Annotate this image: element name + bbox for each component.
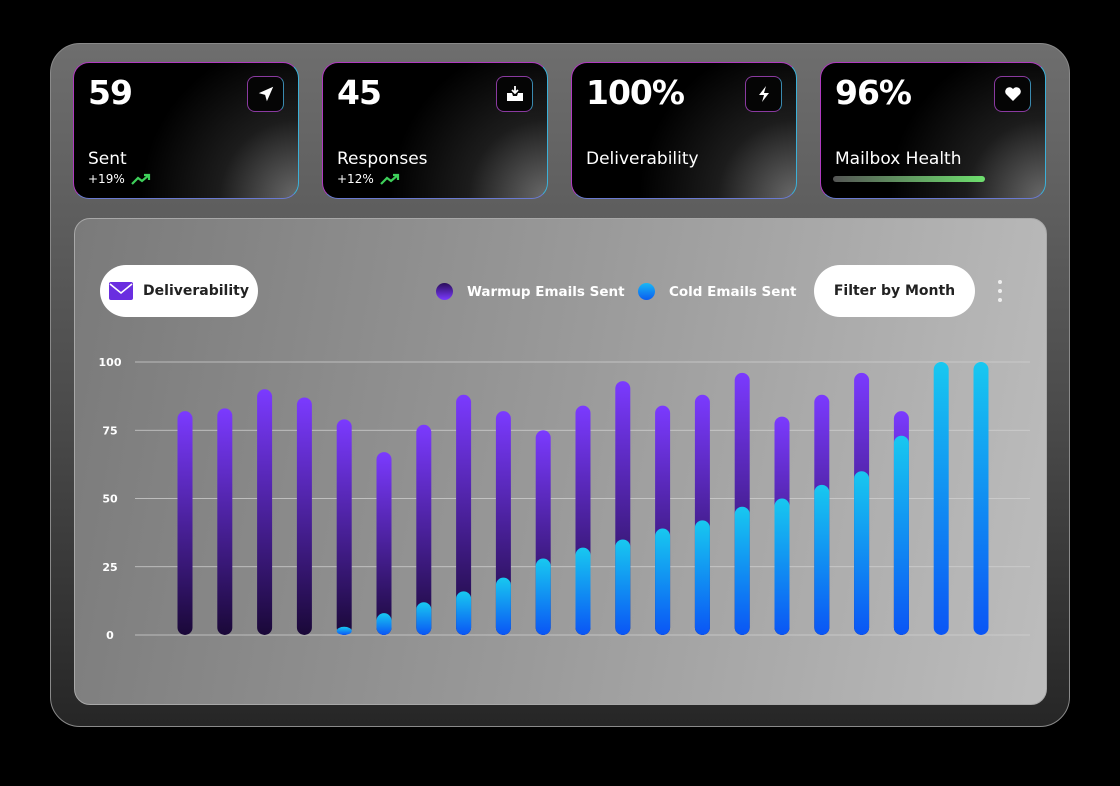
legend-cold-label: Cold Emails Sent	[669, 283, 797, 300]
bar-cold[interactable]	[854, 471, 870, 635]
more-options-icon[interactable]	[998, 280, 1002, 302]
responses-change: +12%	[337, 172, 374, 186]
y-tick-label: 0	[106, 629, 114, 642]
y-tick-label: 50	[102, 493, 118, 506]
mailbox-health-bar	[833, 176, 985, 182]
legend-cold: Cold Emails Sent	[638, 283, 797, 300]
bar-cold[interactable]	[376, 613, 392, 635]
bar-cold[interactable]	[336, 626, 352, 635]
bar-warmup[interactable]	[296, 397, 312, 635]
deliverability-card: 100% Deliverability	[571, 62, 797, 199]
bar-cold[interactable]	[814, 484, 830, 635]
bar-warmup[interactable]	[416, 424, 432, 635]
bar-cold[interactable]	[734, 506, 750, 635]
mailbox-health-label: Mailbox Health	[835, 149, 962, 169]
bar-warmup[interactable]	[336, 419, 352, 635]
bar-cold[interactable]	[933, 362, 949, 635]
bar-cold[interactable]	[655, 528, 671, 635]
trend-up-icon	[379, 173, 399, 185]
mailbox-health-value: 96%	[835, 73, 912, 112]
bar-cold[interactable]	[456, 591, 472, 635]
sent-value: 59	[88, 73, 133, 112]
cold-dot	[638, 283, 655, 300]
sent-card: 59 Sent +19%	[73, 62, 299, 199]
deliverability-label: Deliverability	[586, 149, 699, 169]
y-tick-label: 25	[102, 561, 117, 574]
inbox-download-icon[interactable]	[496, 76, 533, 112]
sent-change: +19%	[88, 172, 125, 186]
legend-warmup: Warmup Emails Sent	[436, 283, 625, 300]
mail-icon	[109, 282, 134, 300]
responses-label: Responses	[337, 149, 428, 169]
sent-label: Sent	[88, 149, 127, 169]
bar-cold[interactable]	[535, 558, 551, 635]
bar-cold[interactable]	[694, 520, 710, 635]
bar-cold[interactable]	[615, 539, 631, 635]
responses-value: 45	[337, 73, 382, 112]
bar-cold[interactable]	[893, 435, 909, 635]
bar-warmup[interactable]	[376, 452, 392, 635]
bar-cold[interactable]	[973, 362, 989, 635]
bar-warmup[interactable]	[217, 408, 233, 635]
y-tick-label: 100	[99, 356, 122, 369]
mailbox-health-card: 96% Mailbox Health	[820, 62, 1046, 199]
y-tick-label: 75	[102, 424, 117, 437]
deliverability-button[interactable]: Deliverability	[100, 265, 258, 317]
bar-warmup[interactable]	[257, 389, 273, 635]
send-icon[interactable]	[247, 76, 284, 112]
bar-cold[interactable]	[416, 602, 432, 635]
heart-icon[interactable]	[994, 76, 1031, 112]
deliverability-button-label: Deliverability	[143, 283, 249, 299]
filter-by-month-button[interactable]: Filter by Month	[814, 265, 975, 317]
bar-cold[interactable]	[495, 577, 511, 635]
bar-cold[interactable]	[575, 547, 591, 635]
deliverability-value: 100%	[586, 73, 685, 112]
bar-warmup[interactable]	[456, 394, 472, 635]
bar-cold[interactable]	[774, 498, 790, 636]
lightning-icon[interactable]	[745, 76, 782, 112]
bar-warmup[interactable]	[177, 411, 193, 635]
legend-warmup-label: Warmup Emails Sent	[467, 283, 625, 300]
trend-up-icon	[130, 173, 150, 185]
warmup-dot	[436, 283, 453, 300]
responses-card: 45 Responses +12%	[322, 62, 548, 199]
